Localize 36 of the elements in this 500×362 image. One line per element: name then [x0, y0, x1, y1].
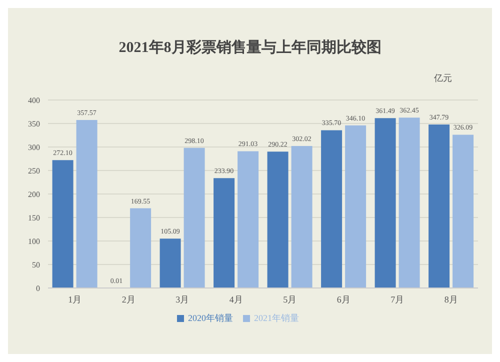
legend-label: 2021年销量 — [254, 313, 299, 323]
x-tick-label: 3月 — [176, 294, 190, 304]
x-tick-label: 7月 — [390, 294, 404, 304]
x-tick-label: 1月 — [68, 294, 82, 304]
bar — [184, 148, 205, 288]
x-tick-label: 2月 — [122, 294, 136, 304]
bar — [321, 130, 342, 288]
x-tick-label: 5月 — [283, 294, 297, 304]
bar — [52, 160, 74, 288]
y-tick-label: 250 — [28, 166, 40, 176]
bar — [76, 120, 98, 288]
bar — [374, 118, 396, 288]
bar — [214, 178, 235, 288]
bar — [398, 118, 420, 288]
y-tick-label: 0 — [36, 284, 40, 293]
bar — [238, 151, 259, 288]
text: 亿元 — [434, 72, 452, 85]
x-tick-label: 6月 — [336, 294, 350, 304]
bar — [267, 152, 288, 288]
y-tick-label: 50 — [32, 260, 40, 270]
bar — [130, 208, 152, 288]
y-tick-label: 100 — [28, 236, 40, 246]
bar — [345, 125, 366, 288]
bar — [291, 146, 312, 288]
y-tick-label: 200 — [28, 190, 40, 199]
x-tick-label: 4月 — [229, 294, 243, 304]
y-tick-label: 150 — [28, 213, 40, 222]
chart-title: 2021年8月彩票销售量与上年同期比较图 — [118, 38, 382, 57]
y-tick-label: 300 — [28, 142, 40, 152]
bar — [160, 238, 181, 288]
legend-label: 2020年销量 — [188, 313, 233, 323]
bar — [428, 124, 450, 288]
bar — [452, 134, 474, 288]
y-tick-label: 350 — [28, 119, 40, 128]
x-tick-label: 8月 — [444, 294, 458, 304]
y-tick-label: 400 — [28, 96, 40, 105]
